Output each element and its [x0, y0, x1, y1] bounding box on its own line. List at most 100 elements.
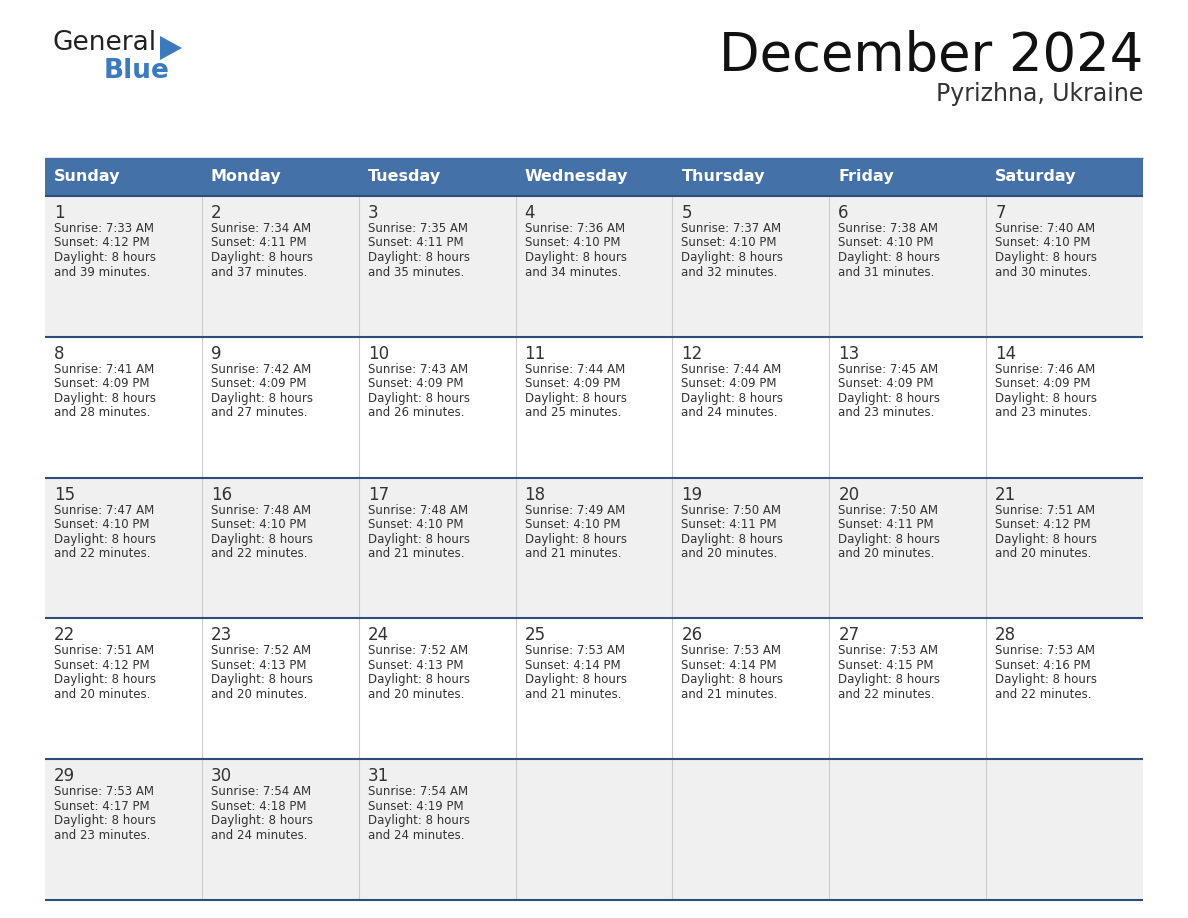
Text: and 26 minutes.: and 26 minutes. [368, 407, 465, 420]
Text: and 20 minutes.: and 20 minutes. [210, 688, 308, 701]
Text: Sunset: 4:09 PM: Sunset: 4:09 PM [53, 377, 150, 390]
Text: Daylight: 8 hours: Daylight: 8 hours [53, 532, 156, 545]
Text: and 24 minutes.: and 24 minutes. [210, 829, 308, 842]
Text: and 23 minutes.: and 23 minutes. [839, 407, 935, 420]
Text: Sunset: 4:18 PM: Sunset: 4:18 PM [210, 800, 307, 812]
Text: Friday: Friday [839, 170, 893, 185]
Text: and 21 minutes.: and 21 minutes. [525, 688, 621, 701]
Text: General: General [52, 30, 156, 56]
Text: Daylight: 8 hours: Daylight: 8 hours [839, 392, 940, 405]
Text: Sunrise: 7:53 AM: Sunrise: 7:53 AM [525, 644, 625, 657]
Text: Sunset: 4:11 PM: Sunset: 4:11 PM [839, 518, 934, 532]
Text: Sunset: 4:09 PM: Sunset: 4:09 PM [525, 377, 620, 390]
Text: 9: 9 [210, 345, 221, 363]
Text: Daylight: 8 hours: Daylight: 8 hours [996, 392, 1098, 405]
Text: and 23 minutes.: and 23 minutes. [996, 407, 1092, 420]
Text: Sunrise: 7:52 AM: Sunrise: 7:52 AM [210, 644, 311, 657]
Text: Sunset: 4:19 PM: Sunset: 4:19 PM [368, 800, 463, 812]
Text: and 21 minutes.: and 21 minutes. [682, 688, 778, 701]
Text: Sunset: 4:17 PM: Sunset: 4:17 PM [53, 800, 150, 812]
Bar [45, 619, 1143, 759]
Text: Blue: Blue [105, 58, 170, 84]
Text: 22: 22 [53, 626, 75, 644]
Text: 16: 16 [210, 486, 232, 504]
Text: Sunset: 4:10 PM: Sunset: 4:10 PM [525, 518, 620, 532]
Text: Sunrise: 7:51 AM: Sunrise: 7:51 AM [996, 504, 1095, 517]
Text: Sunset: 4:10 PM: Sunset: 4:10 PM [682, 237, 777, 250]
Text: Sunrise: 7:43 AM: Sunrise: 7:43 AM [368, 363, 468, 375]
Text: Sunrise: 7:52 AM: Sunrise: 7:52 AM [368, 644, 468, 657]
Text: Sunrise: 7:53 AM: Sunrise: 7:53 AM [682, 644, 782, 657]
Text: 26: 26 [682, 626, 702, 644]
Text: Sunset: 4:11 PM: Sunset: 4:11 PM [682, 518, 777, 532]
Bar [45, 158, 1143, 196]
Text: Sunset: 4:15 PM: Sunset: 4:15 PM [839, 659, 934, 672]
Text: Sunrise: 7:36 AM: Sunrise: 7:36 AM [525, 222, 625, 235]
Text: and 20 minutes.: and 20 minutes. [368, 688, 465, 701]
Text: Sunrise: 7:45 AM: Sunrise: 7:45 AM [839, 363, 939, 375]
Text: Daylight: 8 hours: Daylight: 8 hours [525, 392, 626, 405]
Text: Daylight: 8 hours: Daylight: 8 hours [996, 674, 1098, 687]
Text: 11: 11 [525, 345, 545, 363]
Text: and 39 minutes.: and 39 minutes. [53, 265, 151, 278]
Text: Sunrise: 7:44 AM: Sunrise: 7:44 AM [682, 363, 782, 375]
Text: and 34 minutes.: and 34 minutes. [525, 265, 621, 278]
Text: and 35 minutes.: and 35 minutes. [368, 265, 465, 278]
Text: Sunrise: 7:48 AM: Sunrise: 7:48 AM [368, 504, 468, 517]
Bar [45, 759, 1143, 900]
Text: Sunrise: 7:54 AM: Sunrise: 7:54 AM [368, 785, 468, 798]
Text: and 32 minutes.: and 32 minutes. [682, 265, 778, 278]
Text: Monday: Monday [210, 170, 282, 185]
Text: Daylight: 8 hours: Daylight: 8 hours [53, 392, 156, 405]
Text: Sunrise: 7:53 AM: Sunrise: 7:53 AM [53, 785, 154, 798]
Text: Sunrise: 7:37 AM: Sunrise: 7:37 AM [682, 222, 782, 235]
Text: Daylight: 8 hours: Daylight: 8 hours [368, 814, 469, 827]
Text: Daylight: 8 hours: Daylight: 8 hours [525, 251, 626, 264]
Text: Sunrise: 7:35 AM: Sunrise: 7:35 AM [368, 222, 468, 235]
Text: Sunset: 4:10 PM: Sunset: 4:10 PM [996, 237, 1091, 250]
Text: Sunrise: 7:38 AM: Sunrise: 7:38 AM [839, 222, 939, 235]
Text: Sunset: 4:10 PM: Sunset: 4:10 PM [210, 518, 307, 532]
Text: Sunrise: 7:44 AM: Sunrise: 7:44 AM [525, 363, 625, 375]
Text: 12: 12 [682, 345, 702, 363]
Text: Daylight: 8 hours: Daylight: 8 hours [996, 532, 1098, 545]
Text: 15: 15 [53, 486, 75, 504]
Text: Sunset: 4:09 PM: Sunset: 4:09 PM [210, 377, 307, 390]
Text: Daylight: 8 hours: Daylight: 8 hours [210, 251, 312, 264]
Text: Sunrise: 7:41 AM: Sunrise: 7:41 AM [53, 363, 154, 375]
Text: Daylight: 8 hours: Daylight: 8 hours [53, 814, 156, 827]
Text: Sunset: 4:12 PM: Sunset: 4:12 PM [996, 518, 1091, 532]
Text: Saturday: Saturday [996, 170, 1076, 185]
Text: Thursday: Thursday [682, 170, 765, 185]
Text: 25: 25 [525, 626, 545, 644]
Text: Sunrise: 7:34 AM: Sunrise: 7:34 AM [210, 222, 311, 235]
Text: Sunrise: 7:42 AM: Sunrise: 7:42 AM [210, 363, 311, 375]
Text: and 25 minutes.: and 25 minutes. [525, 407, 621, 420]
Text: 7: 7 [996, 204, 1006, 222]
Text: 19: 19 [682, 486, 702, 504]
Text: Sunrise: 7:40 AM: Sunrise: 7:40 AM [996, 222, 1095, 235]
Text: 8: 8 [53, 345, 64, 363]
Text: 3: 3 [368, 204, 378, 222]
Text: and 27 minutes.: and 27 minutes. [210, 407, 308, 420]
Text: Sunset: 4:12 PM: Sunset: 4:12 PM [53, 237, 150, 250]
Text: Sunset: 4:16 PM: Sunset: 4:16 PM [996, 659, 1091, 672]
Text: and 28 minutes.: and 28 minutes. [53, 407, 151, 420]
Text: Daylight: 8 hours: Daylight: 8 hours [210, 674, 312, 687]
Text: and 22 minutes.: and 22 minutes. [53, 547, 151, 560]
Text: 18: 18 [525, 486, 545, 504]
Text: Daylight: 8 hours: Daylight: 8 hours [525, 532, 626, 545]
Text: and 20 minutes.: and 20 minutes. [839, 547, 935, 560]
Text: Daylight: 8 hours: Daylight: 8 hours [210, 814, 312, 827]
Text: 20: 20 [839, 486, 859, 504]
Bar [45, 477, 1143, 619]
Text: and 31 minutes.: and 31 minutes. [839, 265, 935, 278]
Text: Sunset: 4:09 PM: Sunset: 4:09 PM [682, 377, 777, 390]
Text: and 37 minutes.: and 37 minutes. [210, 265, 308, 278]
Text: and 22 minutes.: and 22 minutes. [210, 547, 308, 560]
Text: Sunrise: 7:33 AM: Sunrise: 7:33 AM [53, 222, 154, 235]
Text: 5: 5 [682, 204, 691, 222]
Polygon shape [160, 36, 182, 60]
Text: Sunrise: 7:54 AM: Sunrise: 7:54 AM [210, 785, 311, 798]
Text: and 30 minutes.: and 30 minutes. [996, 265, 1092, 278]
